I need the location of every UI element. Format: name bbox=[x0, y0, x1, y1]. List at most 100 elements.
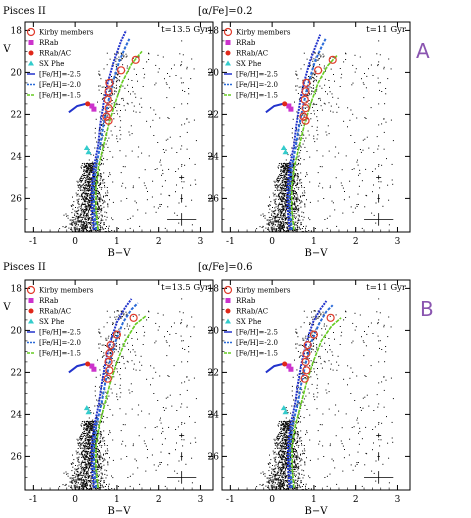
star-point bbox=[119, 346, 121, 348]
isochrone-feh--1p5 bbox=[95, 315, 147, 488]
star-point bbox=[103, 222, 105, 224]
star-point bbox=[354, 54, 356, 56]
star-point bbox=[72, 488, 74, 490]
star-point bbox=[300, 223, 302, 225]
star-point bbox=[306, 199, 307, 201]
kirby-member-marker bbox=[105, 366, 114, 375]
star-point bbox=[191, 199, 193, 201]
star-point bbox=[78, 229, 80, 230]
star-point bbox=[90, 214, 92, 215]
star-point bbox=[125, 311, 127, 313]
star-point bbox=[102, 355, 104, 357]
star-point bbox=[86, 225, 88, 227]
star-point bbox=[104, 486, 106, 487]
star-point bbox=[100, 469, 102, 471]
star-point bbox=[166, 341, 168, 343]
star-point bbox=[106, 52, 108, 54]
star-point bbox=[97, 216, 99, 218]
star-point bbox=[80, 443, 82, 445]
star-point bbox=[88, 448, 90, 450]
star-point bbox=[290, 194, 291, 196]
star-point bbox=[160, 204, 162, 205]
star-point bbox=[107, 453, 108, 455]
star-point bbox=[323, 67, 325, 69]
star-point bbox=[92, 170, 94, 171]
panel-letter-a: A bbox=[416, 39, 430, 63]
star-point bbox=[275, 209, 277, 211]
x-tick-label: -1 bbox=[29, 237, 38, 247]
star-point bbox=[89, 227, 91, 229]
star-point bbox=[98, 443, 99, 445]
star-point bbox=[101, 207, 103, 209]
star-point bbox=[366, 195, 368, 197]
star-point bbox=[145, 187, 147, 189]
star-point bbox=[96, 209, 98, 211]
star-point bbox=[77, 202, 79, 204]
star-point bbox=[68, 227, 70, 229]
star-point bbox=[96, 226, 98, 228]
star-point bbox=[316, 90, 318, 92]
star-point bbox=[293, 215, 295, 217]
star-point bbox=[78, 482, 79, 484]
star-point bbox=[113, 118, 115, 120]
star-point bbox=[87, 202, 88, 204]
star-point bbox=[82, 197, 84, 199]
star-point bbox=[278, 180, 280, 182]
star-point bbox=[293, 199, 295, 201]
star-point bbox=[278, 163, 280, 164]
star-point bbox=[365, 194, 367, 196]
star-point bbox=[85, 478, 87, 480]
star-point bbox=[126, 323, 128, 325]
star-point bbox=[119, 138, 121, 140]
star-point bbox=[85, 476, 87, 478]
plot-area bbox=[256, 34, 394, 232]
star-point bbox=[92, 428, 94, 429]
star-point bbox=[70, 485, 72, 487]
star-point bbox=[300, 195, 301, 197]
star-point bbox=[86, 207, 88, 209]
star-point bbox=[80, 435, 82, 437]
star-point bbox=[86, 483, 88, 485]
star-point bbox=[97, 196, 98, 198]
star-point bbox=[113, 78, 115, 80]
star-point bbox=[94, 171, 96, 173]
star-point bbox=[343, 120, 345, 122]
star-point bbox=[329, 187, 331, 189]
star-point bbox=[146, 378, 148, 380]
star-point bbox=[87, 190, 89, 192]
star-point bbox=[368, 68, 369, 70]
star-point bbox=[112, 324, 114, 325]
star-point bbox=[89, 467, 90, 468]
star-point bbox=[108, 358, 110, 360]
star-point bbox=[370, 64, 372, 66]
star-point bbox=[282, 196, 284, 198]
star-point bbox=[281, 195, 283, 197]
star-point bbox=[74, 223, 76, 225]
star-point bbox=[127, 219, 129, 220]
x-tick-label: 1 bbox=[311, 237, 317, 247]
star-point bbox=[291, 174, 293, 176]
legend-entry-label: SX Phe bbox=[236, 60, 261, 68]
star-point bbox=[79, 442, 81, 444]
star-point bbox=[88, 437, 90, 439]
star-point bbox=[78, 195, 80, 197]
star-point bbox=[148, 155, 150, 157]
star-point bbox=[282, 198, 284, 200]
star-point bbox=[278, 209, 280, 211]
star-point bbox=[65, 213, 67, 215]
star-point bbox=[272, 223, 274, 225]
star-point bbox=[95, 162, 97, 164]
star-point bbox=[373, 214, 375, 216]
star-point bbox=[284, 199, 286, 201]
star-point bbox=[89, 201, 91, 203]
legend-entry-label: Kirby members bbox=[39, 29, 94, 37]
star-point bbox=[296, 74, 298, 76]
star-point bbox=[87, 175, 89, 177]
star-point bbox=[290, 181, 292, 183]
star-point bbox=[135, 96, 137, 98]
star-point bbox=[132, 443, 134, 445]
star-point bbox=[115, 80, 117, 82]
star-point bbox=[179, 53, 181, 55]
legend-entry-label: RRab bbox=[39, 297, 59, 305]
isochrone-feh--2p5 bbox=[286, 34, 322, 230]
